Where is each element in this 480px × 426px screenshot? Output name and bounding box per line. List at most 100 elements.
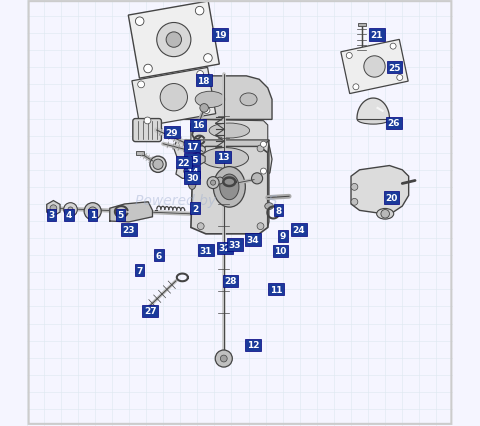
Circle shape: [215, 350, 232, 367]
Circle shape: [220, 355, 227, 362]
Circle shape: [198, 147, 205, 154]
Circle shape: [203, 107, 210, 114]
Circle shape: [351, 199, 358, 206]
Circle shape: [68, 207, 73, 213]
Text: 9: 9: [279, 232, 286, 241]
Bar: [358, 24, 366, 27]
Circle shape: [200, 104, 208, 113]
Text: 18: 18: [197, 76, 210, 86]
Text: 13: 13: [216, 153, 229, 162]
Polygon shape: [174, 141, 272, 179]
Circle shape: [195, 7, 204, 16]
Text: 26: 26: [387, 119, 400, 128]
Circle shape: [390, 44, 396, 50]
Text: 31: 31: [200, 246, 212, 255]
Circle shape: [353, 85, 359, 91]
Circle shape: [204, 55, 212, 63]
Text: 15: 15: [186, 155, 198, 164]
Text: 25: 25: [388, 63, 401, 73]
Ellipse shape: [195, 92, 225, 108]
Text: 8: 8: [276, 206, 282, 216]
Polygon shape: [268, 141, 269, 228]
Text: 24: 24: [293, 225, 305, 235]
Ellipse shape: [209, 124, 250, 139]
Bar: [136, 152, 144, 155]
Text: 5: 5: [117, 210, 123, 220]
Text: Powered by            S: Powered by S: [135, 193, 277, 207]
Text: 32: 32: [219, 244, 231, 253]
Text: 29: 29: [166, 128, 178, 138]
Polygon shape: [357, 99, 389, 119]
Polygon shape: [110, 202, 153, 222]
Circle shape: [257, 223, 264, 230]
Ellipse shape: [220, 175, 239, 200]
Circle shape: [184, 142, 190, 148]
Circle shape: [216, 178, 223, 184]
Circle shape: [197, 146, 204, 153]
Circle shape: [138, 82, 144, 89]
Text: 2: 2: [192, 204, 198, 213]
Circle shape: [364, 57, 385, 78]
Text: 23: 23: [123, 225, 135, 235]
Polygon shape: [341, 40, 408, 94]
Circle shape: [346, 53, 352, 59]
Text: 20: 20: [385, 193, 398, 203]
Circle shape: [144, 118, 151, 124]
Circle shape: [88, 207, 97, 216]
Circle shape: [64, 203, 77, 217]
Circle shape: [153, 160, 163, 170]
Circle shape: [50, 205, 57, 212]
Text: 4: 4: [66, 210, 72, 220]
Ellipse shape: [150, 157, 166, 173]
Ellipse shape: [265, 203, 273, 210]
Circle shape: [261, 142, 266, 148]
Text: 27: 27: [144, 306, 156, 316]
Text: 7: 7: [136, 266, 143, 275]
Circle shape: [211, 181, 216, 186]
Circle shape: [252, 173, 263, 184]
Circle shape: [166, 33, 181, 48]
Circle shape: [197, 223, 204, 230]
Circle shape: [116, 212, 123, 219]
Polygon shape: [132, 68, 216, 128]
Text: 19: 19: [214, 31, 226, 40]
Ellipse shape: [188, 178, 196, 190]
Circle shape: [135, 18, 144, 26]
Text: 10: 10: [275, 247, 287, 256]
Ellipse shape: [357, 115, 389, 125]
Circle shape: [351, 184, 358, 191]
Text: 16: 16: [192, 121, 204, 130]
Polygon shape: [351, 166, 408, 215]
Polygon shape: [196, 155, 205, 165]
Text: 17: 17: [186, 142, 199, 152]
Polygon shape: [193, 141, 269, 155]
Text: 34: 34: [247, 235, 259, 245]
Polygon shape: [191, 147, 268, 234]
Circle shape: [144, 65, 152, 74]
Text: 22: 22: [178, 158, 190, 167]
Ellipse shape: [202, 148, 249, 169]
Circle shape: [184, 169, 190, 175]
Circle shape: [84, 203, 101, 220]
Ellipse shape: [377, 209, 394, 220]
Polygon shape: [191, 120, 268, 141]
Polygon shape: [128, 2, 219, 79]
Circle shape: [397, 75, 403, 81]
Circle shape: [257, 146, 264, 153]
Text: 3: 3: [48, 210, 54, 220]
Ellipse shape: [240, 94, 257, 106]
Text: 14: 14: [186, 168, 199, 177]
Text: 28: 28: [224, 276, 237, 286]
Text: 30: 30: [186, 173, 198, 183]
FancyBboxPatch shape: [133, 119, 161, 142]
Polygon shape: [47, 201, 60, 216]
Circle shape: [261, 169, 266, 175]
Circle shape: [381, 210, 389, 219]
Circle shape: [207, 177, 219, 189]
Text: 11: 11: [270, 285, 283, 294]
Circle shape: [160, 84, 188, 112]
Ellipse shape: [213, 167, 245, 207]
Text: 21: 21: [371, 31, 383, 40]
Text: 6: 6: [156, 251, 162, 260]
Text: 12: 12: [247, 340, 259, 350]
